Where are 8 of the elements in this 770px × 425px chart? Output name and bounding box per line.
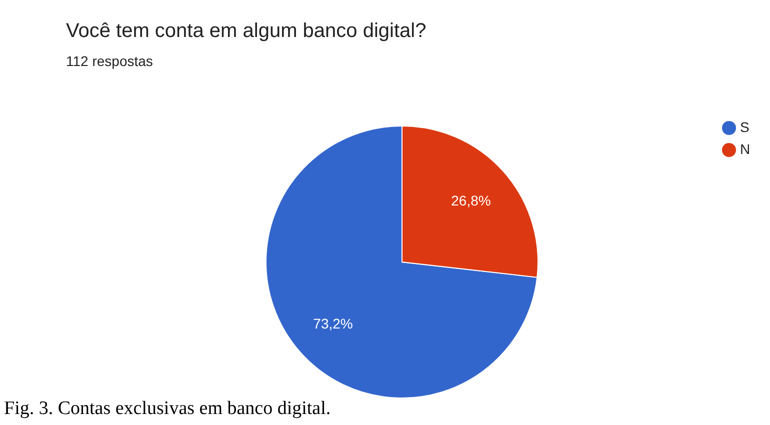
chart-title: Você tem conta em algum banco digital? — [66, 20, 426, 43]
text: 112 respostas — [66, 53, 153, 69]
data-label: 26,8% — [451, 192, 491, 208]
caption: Fig. 3. Contas exclusivas em banco digital. — [4, 398, 331, 420]
pie-slice — [266, 126, 538, 398]
legend-label: N — [740, 141, 750, 157]
data-label: 73,2% — [313, 316, 353, 332]
legend-label: S — [740, 119, 750, 135]
